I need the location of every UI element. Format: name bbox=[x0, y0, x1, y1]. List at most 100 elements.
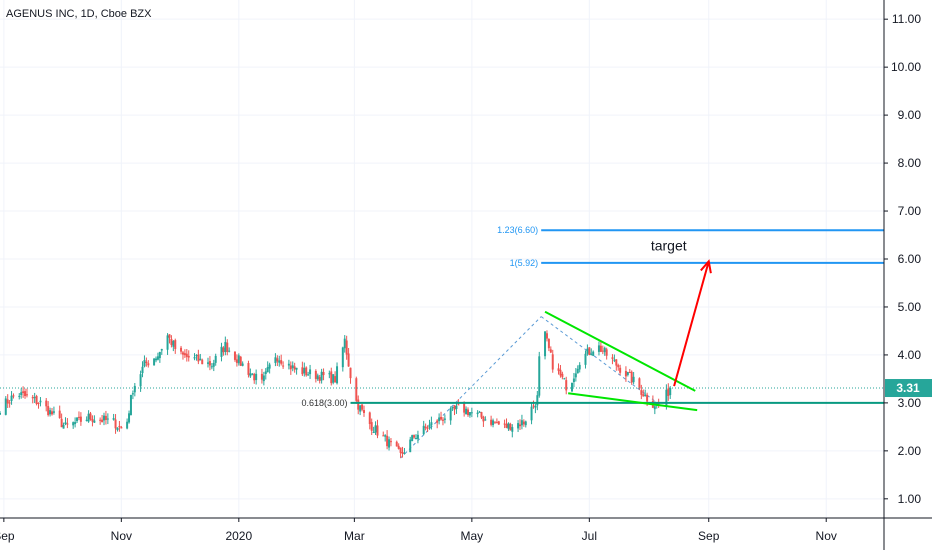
candle-body bbox=[347, 353, 350, 367]
candle-body bbox=[597, 345, 600, 352]
candle-body bbox=[62, 424, 65, 429]
candle-body bbox=[233, 351, 236, 360]
zigzag-dashed-line bbox=[540, 316, 661, 406]
candle-body bbox=[193, 357, 196, 359]
candle-body bbox=[301, 367, 304, 375]
candle-body bbox=[370, 422, 373, 431]
candle-body bbox=[4, 398, 7, 415]
candle-body bbox=[359, 405, 362, 412]
candle-body bbox=[328, 373, 331, 375]
candle-body bbox=[505, 423, 508, 428]
candle-body bbox=[128, 413, 131, 423]
x-tick-label: Jul bbox=[582, 529, 597, 543]
candle-body bbox=[436, 420, 439, 423]
candle-body bbox=[551, 354, 554, 370]
last-price-badge bbox=[885, 379, 932, 398]
candle-body bbox=[314, 371, 317, 379]
candle-body bbox=[632, 376, 635, 383]
candle-body bbox=[545, 333, 548, 339]
candle-body bbox=[357, 399, 360, 410]
candle-body bbox=[262, 375, 265, 382]
candle-body bbox=[493, 421, 496, 423]
candle-body bbox=[428, 424, 431, 428]
candle-body bbox=[18, 395, 21, 397]
candle-body bbox=[147, 363, 150, 366]
candle-body bbox=[10, 395, 13, 401]
candle-body bbox=[101, 419, 104, 423]
candle-body bbox=[440, 416, 443, 420]
fib-level-label: 1.23(6.60) bbox=[497, 225, 538, 235]
candle-body bbox=[626, 372, 629, 375]
candle-body bbox=[424, 426, 427, 428]
candle-layer bbox=[0, 330, 672, 459]
candle-body bbox=[571, 382, 573, 392]
candle-body bbox=[293, 366, 296, 370]
candle-body bbox=[183, 353, 186, 356]
candle-body bbox=[361, 404, 364, 410]
candle-body bbox=[60, 418, 63, 428]
candle-body bbox=[52, 411, 55, 413]
candle-body bbox=[116, 427, 119, 431]
y-tick-label: 2.00 bbox=[898, 444, 922, 458]
candle-body bbox=[66, 423, 69, 425]
candle-body bbox=[251, 373, 254, 375]
candle-body bbox=[207, 362, 209, 364]
candle-body bbox=[305, 367, 308, 376]
candle-body bbox=[266, 367, 269, 373]
candle-body bbox=[12, 395, 15, 397]
candle-body bbox=[114, 419, 117, 429]
candle-body bbox=[484, 419, 487, 421]
candle-body bbox=[584, 353, 587, 365]
candle-body bbox=[503, 423, 506, 425]
candle-body bbox=[411, 435, 414, 441]
candle-body bbox=[611, 357, 614, 359]
y-tick-label: 8.00 bbox=[898, 156, 922, 170]
candle-body bbox=[468, 412, 471, 416]
candle-body bbox=[58, 410, 61, 419]
candle-body bbox=[572, 378, 575, 383]
candle-body bbox=[520, 420, 523, 426]
candle-body bbox=[544, 331, 547, 357]
candle-body bbox=[79, 416, 82, 422]
candle-body bbox=[624, 370, 627, 377]
candle-body bbox=[208, 361, 211, 366]
candle-body bbox=[492, 420, 495, 426]
candle-body bbox=[399, 447, 402, 453]
candle-body bbox=[628, 372, 631, 374]
zigzag-dashed-line bbox=[400, 316, 542, 459]
candle-body bbox=[195, 355, 198, 357]
candle-body bbox=[443, 418, 446, 420]
candle-body bbox=[91, 418, 94, 422]
candle-body bbox=[478, 411, 481, 413]
candle-body bbox=[278, 360, 281, 363]
candle-body bbox=[103, 415, 105, 421]
y-tick-label: 6.00 bbox=[898, 252, 922, 266]
candle-body bbox=[276, 358, 279, 362]
candle-body bbox=[586, 348, 589, 354]
candle-body bbox=[22, 391, 25, 394]
candle-body bbox=[547, 339, 550, 349]
candle-body bbox=[282, 365, 285, 367]
candle-body bbox=[416, 434, 419, 439]
candle-body bbox=[47, 406, 50, 415]
x-tick-label: Nov bbox=[111, 529, 132, 543]
symbol-title: AGENUS INC, 1D, Cboe BZX bbox=[6, 8, 152, 20]
candle-body bbox=[451, 406, 454, 408]
candle-body bbox=[617, 365, 620, 368]
candle-body bbox=[274, 357, 277, 363]
candle-body bbox=[228, 350, 231, 352]
candle-body bbox=[180, 347, 183, 352]
candle-body bbox=[201, 359, 204, 365]
candle-body bbox=[166, 335, 169, 350]
candle-body bbox=[0, 412, 1, 415]
candle-body bbox=[409, 439, 412, 453]
candle-body bbox=[139, 374, 142, 387]
candle-body bbox=[89, 413, 92, 420]
candle-body bbox=[249, 373, 252, 377]
candle-body bbox=[532, 405, 535, 407]
candle-body bbox=[170, 338, 173, 345]
candle-body bbox=[613, 359, 616, 361]
candle-body bbox=[355, 378, 358, 401]
candle-body bbox=[430, 422, 433, 426]
